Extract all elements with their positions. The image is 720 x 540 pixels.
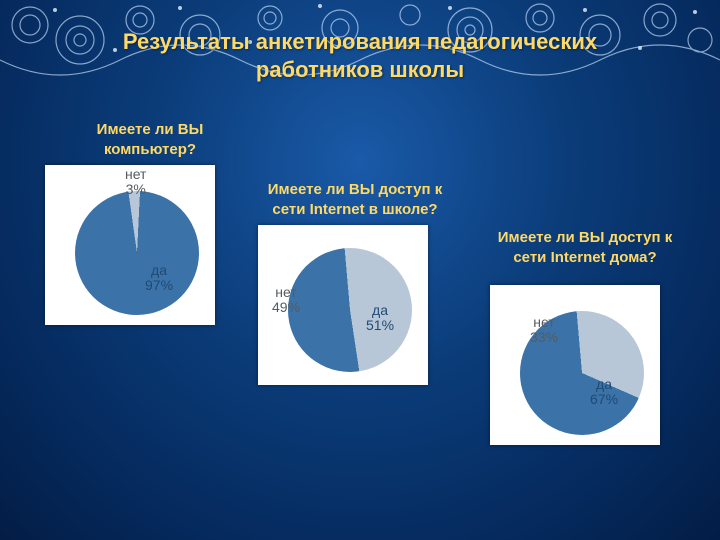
pie-1-yes-label: да97% — [145, 263, 173, 294]
question-2-text: Имеете ли ВЫ доступ к сети Internet в шк… — [250, 180, 460, 219]
question-3-text: Имеете ли ВЫ доступ к сети Internet дома… — [480, 228, 690, 267]
slide: Результаты анкетирования педагогических … — [0, 0, 720, 540]
chart-box-2: да51% нет49% — [258, 225, 428, 385]
pie-3-yes-label: да67% — [590, 377, 618, 408]
title-line1: Результаты анкетирования педагогических — [123, 29, 597, 54]
pie-2-no-label: нет49% — [272, 285, 300, 316]
question-1-text: Имеете ли ВЫ компьютер? — [60, 120, 240, 159]
pie-1-no-label: нет3% — [125, 167, 146, 198]
chart-box-3: да67% нет33% — [490, 285, 660, 445]
pie-2-yes-label: да51% — [366, 303, 394, 334]
pie-chart-1 — [75, 191, 199, 315]
page-title: Результаты анкетирования педагогических … — [0, 28, 720, 83]
chart-box-1: да97% нет3% — [45, 165, 215, 325]
title-line2: работников школы — [256, 57, 464, 82]
pie-3-no-label: нет33% — [530, 315, 558, 346]
